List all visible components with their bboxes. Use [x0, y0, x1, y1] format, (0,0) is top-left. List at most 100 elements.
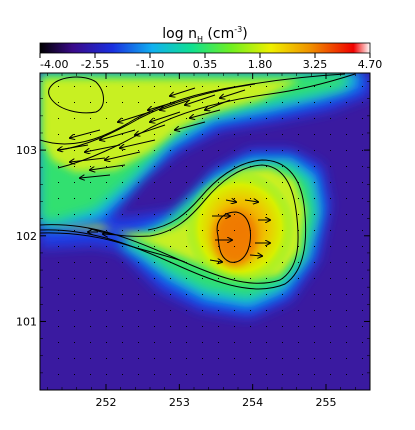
velocity-dot [282, 118, 283, 119]
velocity-arrow [170, 87, 196, 96]
velocity-dot [106, 214, 107, 215]
colorbar-tick-label: -2.55 [81, 58, 109, 71]
velocity-dot [346, 326, 347, 327]
velocity-dot [346, 278, 347, 279]
velocity-dot [218, 246, 219, 247]
velocity-dot [250, 86, 251, 87]
velocity-dot [170, 182, 171, 183]
velocity-dot [202, 246, 203, 247]
velocity-dot [122, 118, 123, 119]
velocity-dot [74, 182, 75, 183]
x-tick-label: 254 [242, 396, 263, 409]
velocity-dot [314, 118, 315, 119]
velocity-dot [106, 358, 107, 359]
velocity-dot [202, 262, 203, 263]
velocity-dot [266, 166, 267, 167]
velocity-dot [186, 102, 187, 103]
velocity-dot [314, 310, 315, 311]
velocity-dot [362, 214, 363, 215]
velocity-dot [106, 166, 107, 167]
velocity-dot [266, 102, 267, 103]
upper-streamer [42, 78, 300, 172]
velocity-dot [90, 246, 91, 247]
velocity-dot [138, 374, 139, 375]
velocity-dot [314, 278, 315, 279]
velocity-dot [346, 182, 347, 183]
velocity-dot [186, 214, 187, 215]
velocity-dot [186, 134, 187, 135]
title-unit-close: ) [242, 26, 247, 42]
velocity-dot [362, 310, 363, 311]
velocity-dot [154, 294, 155, 295]
velocity-dot [154, 374, 155, 375]
velocity-dot [170, 214, 171, 215]
velocity-dot [138, 246, 139, 247]
velocity-dot [346, 134, 347, 135]
velocity-arrow [70, 129, 101, 138]
velocity-dot [186, 294, 187, 295]
velocity-dot [138, 166, 139, 167]
contour-tail [40, 232, 186, 263]
velocity-dot [186, 278, 187, 279]
velocity-dot [202, 342, 203, 343]
velocity-dot [314, 166, 315, 167]
velocity-dot [234, 166, 235, 167]
velocity-dot [186, 230, 187, 231]
velocity-dot [218, 86, 219, 87]
velocity-dot [90, 342, 91, 343]
velocity-dot [346, 310, 347, 311]
velocity-dot [170, 358, 171, 359]
velocity-dot [186, 374, 187, 375]
velocity-dot [138, 310, 139, 311]
velocity-dot [58, 102, 59, 103]
velocity-dot [202, 198, 203, 199]
velocity-dot [90, 262, 91, 263]
velocity-dot [154, 358, 155, 359]
velocity-dot [282, 166, 283, 167]
velocity-dot [330, 150, 331, 151]
velocity-arrow [70, 157, 106, 162]
velocity-dot [170, 278, 171, 279]
velocity-dot [202, 326, 203, 327]
velocity-dot [250, 166, 251, 167]
velocity-dot [282, 214, 283, 215]
velocity-dot [250, 102, 251, 103]
velocity-dot [330, 358, 331, 359]
velocity-dot [314, 262, 315, 263]
title-main: log n [162, 26, 197, 42]
velocity-arrow [220, 89, 246, 98]
velocity-dot [58, 150, 59, 151]
velocity-dot [314, 182, 315, 183]
velocity-dot [218, 374, 219, 375]
velocity-dot [74, 198, 75, 199]
velocity-dot [218, 166, 219, 167]
velocity-dot [122, 278, 123, 279]
velocity-dot [186, 246, 187, 247]
colorbar-tick-label: 3.25 [303, 58, 328, 71]
velocity-dot [90, 374, 91, 375]
velocity-dot [170, 134, 171, 135]
velocity-dot [90, 214, 91, 215]
velocity-dot [170, 230, 171, 231]
x-tick-label: 255 [316, 396, 337, 409]
velocity-dot [362, 150, 363, 151]
velocity-dot [218, 278, 219, 279]
velocity-dot [298, 102, 299, 103]
velocity-dot [122, 342, 123, 343]
velocity-dot [202, 150, 203, 151]
velocity-dot [202, 182, 203, 183]
velocity-arrow [118, 111, 151, 122]
velocity-dot [362, 262, 363, 263]
velocity-dot [58, 358, 59, 359]
velocity-dot [186, 150, 187, 151]
velocity-dot [250, 118, 251, 119]
velocity-dot [282, 374, 283, 375]
velocity-dot [250, 214, 251, 215]
velocity-dot [346, 150, 347, 151]
velocity-dot [58, 374, 59, 375]
velocity-dot [266, 86, 267, 87]
velocity-dot [362, 294, 363, 295]
velocity-dot [170, 374, 171, 375]
contour-upper-2 [40, 73, 346, 145]
velocity-dot [330, 246, 331, 247]
